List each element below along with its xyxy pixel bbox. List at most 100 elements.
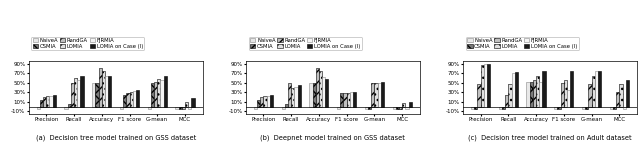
Bar [105,76,108,107]
Bar [148,107,151,109]
Bar [99,68,102,107]
Bar [126,93,129,107]
Bar [564,80,567,107]
Bar [77,80,81,107]
Bar [254,107,257,109]
Legend: NaiveA, CSMIA, RandGA, LOMIA, FJRMIA, LOMIA on Case (I): NaiveA, CSMIA, RandGA, LOMIA, FJRMIA, LO… [31,37,145,50]
Bar [316,68,319,107]
Bar [402,103,405,107]
Bar [591,76,595,107]
Title: (a)  Decision tree model trained on GSS dataset: (a) Decision tree model trained on GSS d… [36,134,196,141]
Bar [270,95,273,107]
Bar [288,83,291,107]
Bar [267,96,270,107]
Bar [530,82,533,107]
Bar [620,84,623,107]
Bar [294,87,298,107]
Bar [527,82,530,107]
Bar [613,107,616,109]
Bar [543,71,546,107]
Bar [95,83,99,107]
Bar [298,85,301,107]
Bar [257,100,260,107]
Bar [502,107,505,109]
Bar [132,91,136,107]
Bar [350,92,353,107]
Bar [588,84,591,107]
Bar [484,64,487,107]
Bar [536,76,540,107]
Bar [40,100,43,107]
Bar [46,96,49,107]
Title: (b)  Deepnet model trained on GSS dataset: (b) Deepnet model trained on GSS dataset [260,134,405,141]
Bar [179,107,182,109]
Bar [123,95,126,107]
Bar [561,83,564,107]
Bar [164,76,167,107]
Bar [188,107,191,109]
Bar [102,71,105,107]
Bar [499,107,502,109]
Bar [337,107,340,109]
Bar [471,107,474,109]
Bar [325,79,328,107]
Bar [554,107,557,109]
Bar [595,71,598,107]
Bar [508,84,511,107]
Bar [371,83,374,107]
Legend: NaiveA, CSMIA, RandGA, LOMIA, FJRMIA, LOMIA on Case (I): NaiveA, CSMIA, RandGA, LOMIA, FJRMIA, LO… [248,37,362,50]
Bar [368,107,371,109]
Bar [291,88,294,107]
Bar [68,104,71,107]
Bar [319,71,322,107]
Bar [570,71,573,107]
Bar [154,82,157,107]
Bar [481,65,484,107]
Bar [340,93,344,107]
Bar [533,80,536,107]
Bar [598,71,601,107]
Bar [185,102,188,107]
Bar [49,96,52,107]
Bar [309,83,312,107]
Bar [511,73,515,107]
Bar [36,107,40,109]
Bar [191,98,195,107]
Bar [81,76,84,107]
Bar [515,72,518,107]
Bar [65,107,68,109]
Bar [120,107,123,109]
Bar [623,107,626,109]
Bar [52,95,56,107]
Bar [405,107,408,109]
Bar [582,107,585,109]
Bar [92,83,95,107]
Bar [344,93,347,107]
Bar [136,90,139,107]
Bar [71,83,74,107]
Bar [43,97,46,107]
Bar [129,92,132,107]
Bar [616,92,620,107]
Bar [378,83,381,107]
Bar [347,93,350,107]
Title: (c)  Decision tree model trained on Adult dataset: (c) Decision tree model trained on Adult… [468,134,632,141]
Bar [474,107,477,109]
Bar [322,77,325,107]
Bar [108,76,111,107]
Bar [151,83,154,107]
Bar [381,82,384,107]
Bar [477,84,481,107]
Bar [487,64,490,107]
Bar [540,82,543,107]
Bar [161,80,164,107]
Bar [260,97,264,107]
Bar [353,92,356,107]
Bar [585,107,588,109]
Bar [610,107,613,109]
Legend: NaiveA, CSMIA, RandGA, LOMIA, FJRMIA, LOMIA on Case (I): NaiveA, CSMIA, RandGA, LOMIA, FJRMIA, LO… [466,37,579,50]
Bar [74,78,77,107]
Bar [392,107,396,109]
Bar [399,107,402,109]
Bar [396,107,399,109]
